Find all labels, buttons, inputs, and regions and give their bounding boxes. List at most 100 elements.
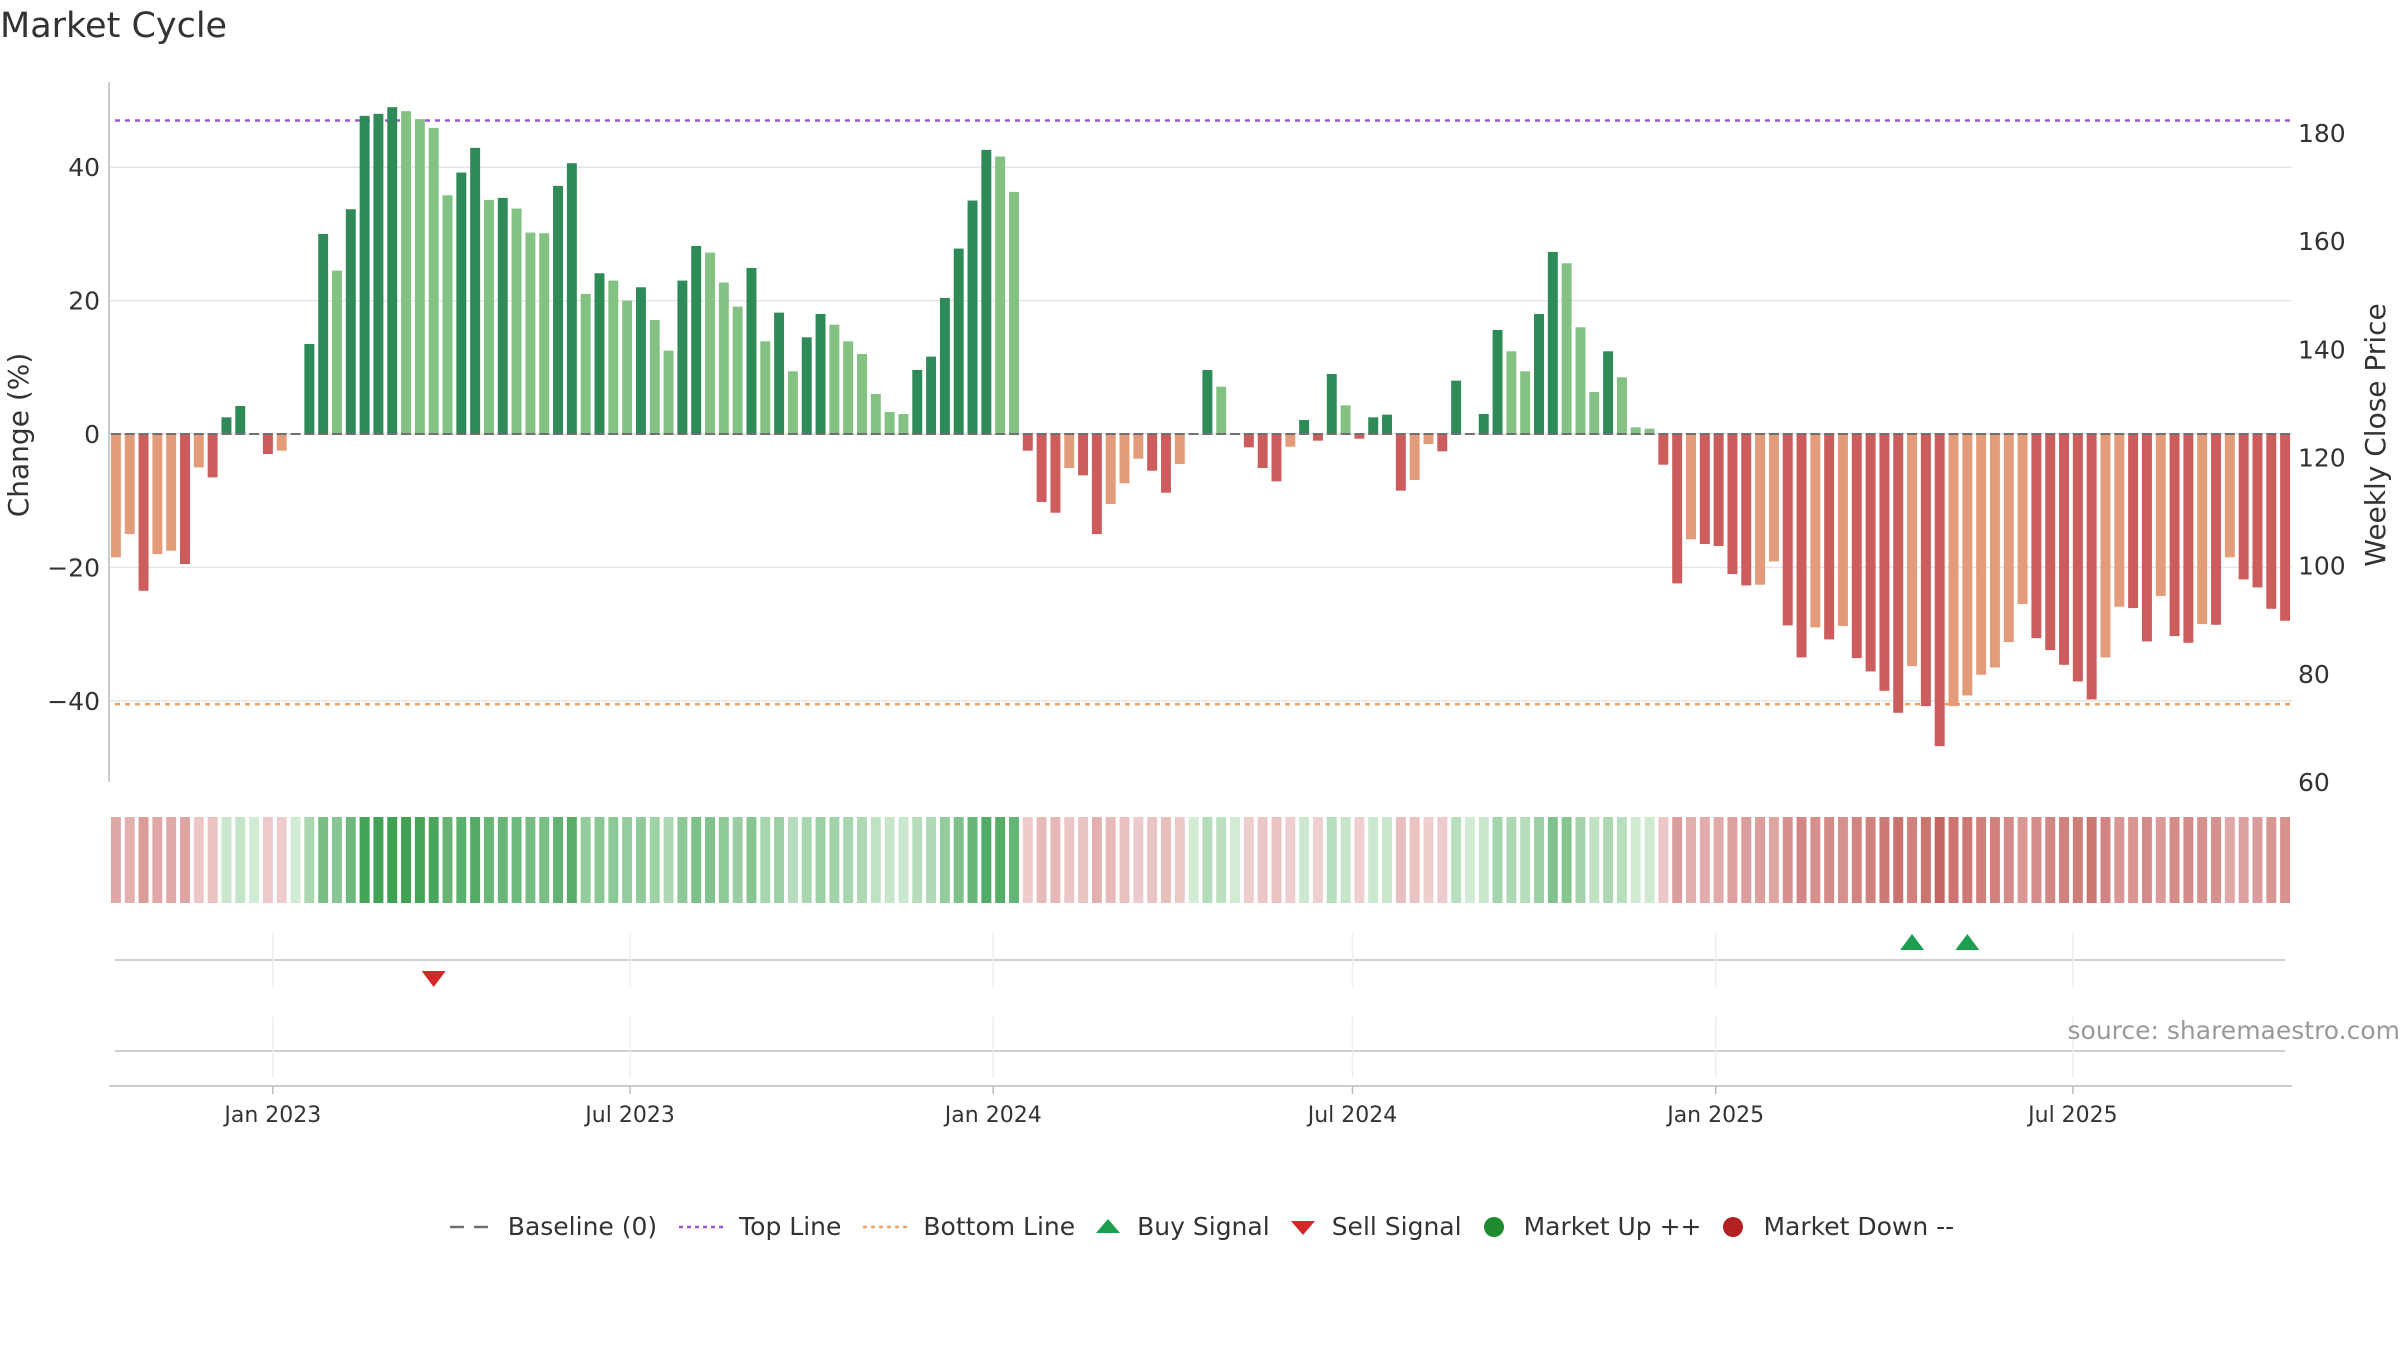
x-tick-label: Jul 2025	[2026, 1103, 2118, 1128]
regime-cell	[1299, 817, 1310, 903]
change-bar	[2238, 434, 2249, 580]
regime-cell	[1451, 817, 1462, 903]
regime-cell	[1285, 817, 1296, 903]
regime-cell	[345, 817, 356, 903]
regime-cell	[1050, 817, 1061, 903]
regime-cell	[705, 817, 715, 903]
chart-title: Market Cycle	[0, 6, 228, 46]
change-bar	[912, 369, 923, 434]
regime-cell	[2280, 817, 2291, 903]
regime-cell	[1437, 817, 1448, 903]
regime-cell	[2059, 817, 2070, 903]
regime-cell	[470, 817, 481, 903]
change-bar	[2017, 434, 2028, 605]
regime-cell	[1755, 817, 1766, 903]
change-bar	[1547, 251, 1558, 434]
y2-tick-label: 180	[2298, 119, 2346, 148]
change-bar	[1616, 377, 1627, 434]
change-bar	[1174, 434, 1185, 465]
regime-cell	[1147, 817, 1158, 903]
regime-cell	[939, 817, 950, 903]
change-bar	[1119, 434, 1130, 484]
regime-cell	[953, 817, 964, 903]
change-bar	[566, 163, 577, 434]
change-bar	[470, 147, 481, 434]
change-bar	[442, 195, 453, 434]
regime-cell	[1741, 817, 1752, 903]
circle-icon	[1483, 1216, 1504, 1237]
change-bar	[207, 434, 218, 478]
regime-cell	[1133, 817, 1144, 903]
change-bar	[760, 341, 771, 434]
change-bar	[373, 113, 384, 434]
triangle-down-icon	[1290, 1220, 1315, 1235]
regime-cell	[2114, 817, 2125, 903]
change-bar	[857, 353, 867, 434]
change-bar	[1672, 434, 1683, 584]
change-bar	[1395, 434, 1406, 491]
regime-cell	[2031, 817, 2042, 903]
regime-cell	[2252, 817, 2263, 903]
change-bar	[1243, 434, 1254, 448]
regime-cell	[2100, 817, 2111, 903]
change-bar	[1257, 434, 1268, 469]
regime-cell	[1976, 817, 1987, 903]
regime-cell	[1727, 817, 1738, 903]
regime-cell	[594, 817, 605, 903]
y-axis-label: Change (%)	[2, 353, 35, 518]
change-bar	[1837, 434, 1848, 627]
change-bar	[1810, 434, 1821, 628]
regime-cell	[1948, 817, 1959, 903]
regime-cell	[1409, 817, 1420, 903]
change-bar	[1036, 434, 1047, 503]
change-bar	[1202, 369, 1213, 434]
regime-cell	[456, 817, 467, 903]
regime-cell	[1962, 817, 1973, 903]
change-bar	[2100, 434, 2111, 658]
change-bar	[1271, 434, 1282, 482]
regime-cell	[1575, 817, 1586, 903]
legend-label: Market Up ++	[1523, 1212, 1702, 1241]
change-bar	[1091, 434, 1102, 535]
regime-cell	[718, 817, 729, 903]
sell-signal-marker	[421, 971, 446, 987]
y-tick-label: −40	[47, 687, 100, 716]
axes: −40 −20 0 20 40 60 80 100 120 140 160 180	[47, 82, 2346, 797]
regime-cell	[1395, 817, 1406, 903]
legend-item-buy: Buy Signal	[1095, 1212, 1270, 1241]
regime-cell	[1506, 817, 1517, 903]
change-bar	[456, 172, 467, 434]
change-bar	[884, 411, 895, 434]
change-bar	[705, 252, 715, 434]
change-bar	[1437, 434, 1448, 452]
change-bar	[2155, 434, 2166, 597]
regime-cell	[1644, 817, 1655, 903]
change-bar	[2183, 434, 2194, 643]
change-bar	[829, 324, 840, 434]
change-bar	[1064, 434, 1075, 469]
regime-cell	[608, 817, 619, 903]
legend-item-bottom: Bottom Line	[861, 1212, 1075, 1241]
change-bar	[732, 306, 743, 434]
regime-cell	[553, 817, 564, 903]
regime-cell	[1713, 817, 1724, 903]
regime-cell	[1699, 817, 1710, 903]
regime-cell	[774, 817, 785, 903]
change-bar	[2003, 434, 2014, 643]
regime-cell	[442, 817, 453, 903]
change-bar	[1050, 434, 1061, 513]
change-bar	[1879, 434, 1890, 691]
change-bar	[1865, 434, 1876, 672]
regime-cell	[1202, 817, 1213, 903]
change-bar	[1727, 434, 1738, 575]
change-bar	[1644, 428, 1655, 434]
change-bar	[359, 115, 370, 434]
y-tick-label: 0	[84, 420, 100, 449]
change-bar	[2114, 434, 2125, 607]
regime-cell	[2086, 817, 2097, 903]
regime-cell	[1907, 817, 1918, 903]
regime-cell	[2238, 817, 2249, 903]
change-bar	[539, 233, 550, 434]
regime-cell	[152, 817, 163, 903]
y2-tick-label: 60	[2298, 768, 2330, 797]
